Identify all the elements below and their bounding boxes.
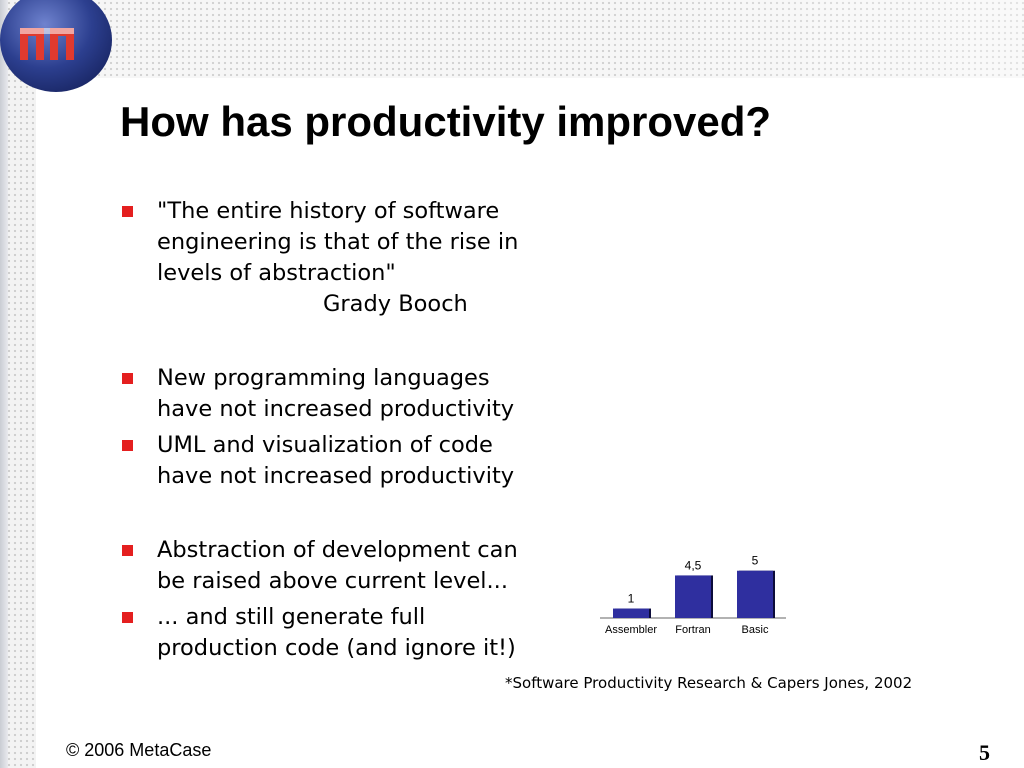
metacase-logo-icon [0,0,112,92]
red-square-bullet-icon [122,206,133,217]
bullet-text: ... and still generate full production c… [157,604,516,661]
red-square-bullet-icon [122,440,133,451]
bullet-text: "The entire history of software engineer… [157,198,519,286]
red-square-bullet-icon [122,373,133,384]
header-dot-pattern [0,0,1024,78]
bullet-text: New programming languages have not incre… [157,365,515,422]
bar-fortran [675,575,711,618]
category-label: Assembler [605,624,657,636]
header-fade [0,0,1024,78]
red-square-bullet-icon [122,545,133,556]
bullet-text: UML and visualization of code have not i… [157,432,515,489]
bar-value-label: 1 [628,592,635,606]
bar-value-label: 4,5 [685,558,702,572]
slide-title: How has productivity improved? [120,98,772,145]
source-note: *Software Productivity Research & Capers… [505,674,913,692]
bar-value-label: 5 [752,554,759,568]
bullet-text: Abstraction of development can be raised… [157,537,518,594]
bar-basic [737,570,773,618]
quote-attribution: Grady Booch [323,291,468,317]
red-square-bullet-icon [122,612,133,623]
footer-copyright: © 2006 MetaCase [66,740,212,760]
productivity-bar-chart: 1 Assembler 4,5 Fortran 5 Basic [600,554,786,636]
category-label: Fortran [675,624,710,636]
category-label: Basic [742,624,769,636]
left-edge-strip [0,0,8,768]
page-number: 5 [979,740,990,765]
bar-assembler [613,608,649,618]
